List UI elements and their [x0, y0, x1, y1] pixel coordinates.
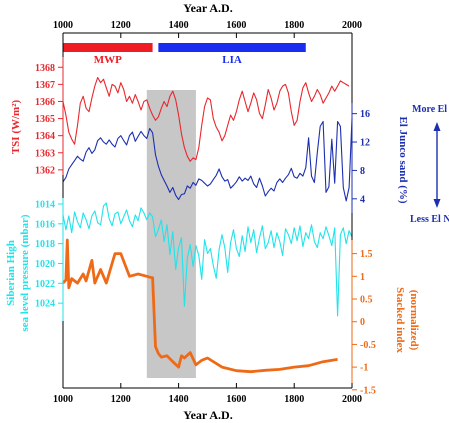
tsi-y-tick-label: 1367: [35, 80, 55, 91]
slp-y-tick-label: 1024: [35, 299, 55, 310]
tsi-y-tick-label: 1363: [35, 148, 55, 159]
period-label-mwp: MWP: [94, 54, 122, 66]
stack-y-tick-label: 1: [360, 272, 365, 283]
slp-y-tick-label: 1022: [35, 279, 55, 290]
stack-y-tick-label: 0.5: [360, 295, 373, 306]
tsi-y-tick-label: 1366: [35, 97, 55, 108]
tsi-y-tick-label: 1364: [35, 131, 55, 142]
bottom-x-tick-label: 1600: [226, 394, 246, 405]
tsi-y-tick-label: 1368: [35, 63, 55, 74]
top-x-tick-label: 1600: [226, 20, 246, 31]
top-x-tick-label: 1400: [169, 20, 189, 31]
stack-y-tick-label: -1.5: [360, 385, 376, 396]
top-x-tick-label: 1800: [284, 20, 304, 31]
bottom-x-tick-label: 1400: [169, 394, 189, 405]
stack-y-tick-label: 1.5: [360, 249, 373, 260]
stack-axis-label-line2: (normalized): [408, 290, 420, 351]
junco-series-line: [62, 118, 353, 202]
more-el-nino-annotation: More El Niños: [412, 104, 449, 115]
slp-y-tick-label: 1014: [35, 199, 55, 210]
ticks-layer: 1000100012001200140014001600160018001800…: [35, 20, 376, 405]
slp-y-tick-label: 1020: [35, 259, 55, 270]
stack-y-tick-label: 0: [360, 317, 365, 328]
junco-axis-label: El Junco sand (%): [397, 116, 409, 203]
less-el-nino-annotation: Less El Niños: [410, 214, 449, 225]
period-bars-layer: MWP LIA: [63, 43, 306, 66]
bottom-axis-title: Year A.D.: [183, 408, 232, 422]
slp-axis-label-line1: Siberian High: [5, 240, 17, 306]
bottom-x-tick-label: 1200: [111, 394, 131, 405]
tsi-y-tick-label: 1365: [35, 114, 55, 125]
junco-y-tick-label: 4: [360, 194, 365, 205]
stack-y-tick-label: -0.5: [360, 340, 376, 351]
top-x-tick-label: 2000: [342, 20, 362, 31]
stack-series-line: [61, 238, 338, 374]
tsi-y-tick-label: 1362: [35, 165, 55, 176]
bottom-x-tick-label: 2000: [342, 394, 362, 405]
stack-axis-label-line1: Stacked index: [394, 287, 406, 353]
junco-y-tick-label: 8: [360, 166, 365, 177]
junco-y-tick-label: 16: [360, 109, 370, 120]
tsi-series-line: [62, 76, 350, 162]
bottom-x-tick-label: 1000: [53, 394, 73, 405]
series-layer: [61, 76, 353, 374]
bottom-x-tick-label: 1800: [284, 394, 304, 405]
tsi-axis-label: TSI (W/m²): [10, 100, 22, 155]
top-x-tick-label: 1000: [53, 20, 73, 31]
junco-y-tick-label: 12: [360, 138, 370, 149]
period-bar-mwp: [63, 43, 153, 52]
period-bar-lia: [158, 43, 306, 52]
el-nino-arrow-icon: [433, 122, 441, 208]
period-label-lia: LIA: [222, 54, 242, 66]
slp-y-tick-label: 1016: [35, 219, 55, 230]
top-axis-title: Year A.D.: [183, 1, 232, 15]
slp-y-tick-label: 1018: [35, 239, 55, 250]
top-x-tick-label: 1200: [111, 20, 131, 31]
stack-y-tick-label: -1: [360, 363, 368, 374]
slp-axis-label-line2: sea level pressure (mbar): [19, 214, 31, 332]
slp-series-line: [62, 202, 353, 317]
